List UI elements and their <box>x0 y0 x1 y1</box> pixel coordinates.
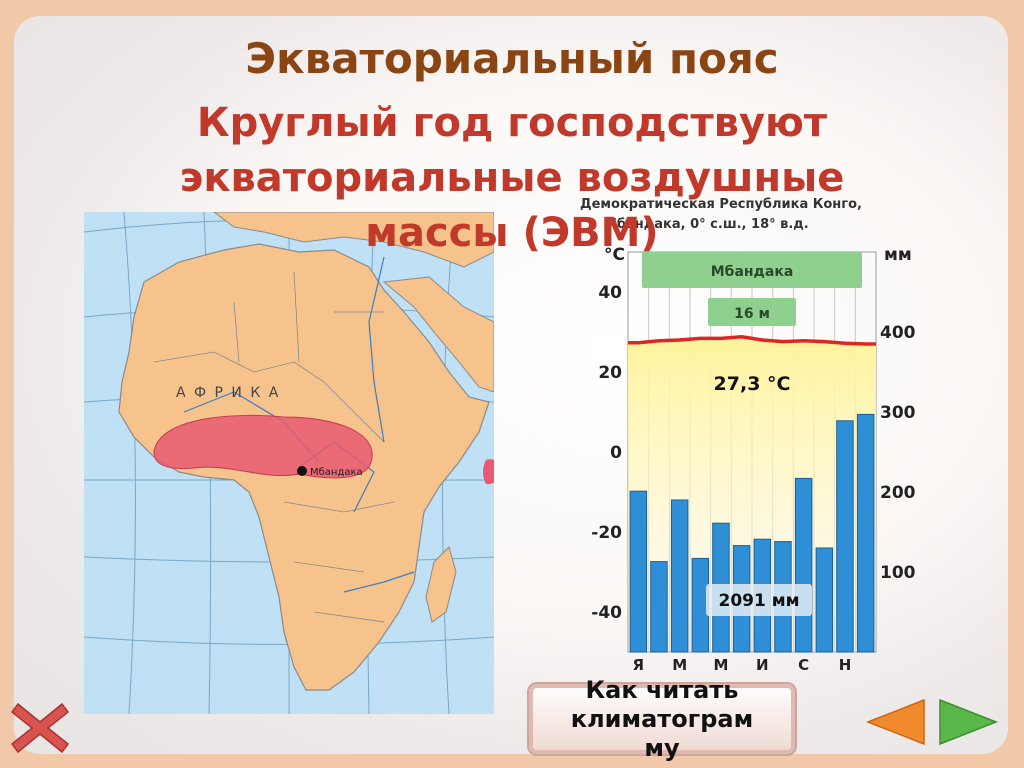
city-marker-mbandaka <box>297 466 307 476</box>
precipitation-bar <box>670 499 689 653</box>
europe-land <box>213 212 494 268</box>
annual-precipitation-label: 2091 мм <box>718 591 799 611</box>
month-tick-label: С <box>798 656 809 674</box>
close-icon[interactable] <box>10 700 70 756</box>
month-tick-label: И <box>756 656 769 674</box>
station-label-box <box>642 252 862 288</box>
station-label: Мбандака <box>711 264 794 280</box>
elevation-label: 16 м <box>734 306 770 322</box>
left-tick-label: 20 <box>598 363 622 383</box>
chart-title: Демократическая Республика Конго, <box>580 197 862 212</box>
annual-precipitation-box <box>706 584 812 616</box>
precipitation-bar <box>856 413 875 653</box>
subtitle-line-3: массы (ЭВМ) <box>365 210 659 256</box>
left-tick-label: 0 <box>610 443 622 463</box>
equatorial-belt-zone <box>153 414 373 479</box>
climatogram-chart: Демократическая Республика Конго, Мбанда… <box>580 197 916 674</box>
city-label: Мбандака <box>310 467 363 478</box>
africa-map: Мбандака А Ф Р И К А <box>84 212 494 714</box>
precipitation-bar <box>650 561 668 653</box>
precipitation-bar <box>836 420 854 653</box>
temperature-line <box>628 335 876 346</box>
left-axis-unit: °С <box>604 245 625 265</box>
temperature-area <box>628 336 876 652</box>
subtitle-line-1: Круглый год господствуют <box>196 100 828 146</box>
right-tick-label: 100 <box>880 563 916 583</box>
madagascar-land <box>425 546 457 623</box>
chart-subtitle: Мбандака, 0° с.ш., 18° в.д. <box>604 217 809 232</box>
left-tick-label: 40 <box>598 283 622 303</box>
right-axis-unit: мм <box>884 245 912 265</box>
left-tick-label: -40 <box>591 603 622 623</box>
how-to-read-climatogram-label: Как читать климатограм му <box>570 675 754 762</box>
how-to-read-climatogram-button[interactable]: Как читать климатограм му <box>527 676 797 762</box>
right-tick-label: 400 <box>880 323 916 343</box>
precipitation-bar <box>629 490 648 653</box>
left-tick-label: -20 <box>591 523 622 543</box>
mean-temperature-label: 27,3 °С <box>714 373 791 395</box>
subtitle-line-2: экваториальные воздушные <box>179 155 845 201</box>
precipitation-bar <box>794 477 813 653</box>
continent-label: А Ф Р И К А <box>176 385 280 401</box>
month-tick-label: М <box>672 656 687 674</box>
right-tick-label: 300 <box>880 403 916 423</box>
right-tick-label: 200 <box>880 483 916 503</box>
month-tick-label: Н <box>839 656 852 674</box>
month-tick-label: М <box>714 656 729 674</box>
precipitation-bar <box>815 547 834 653</box>
slide-title: Экваториальный пояс <box>245 34 779 83</box>
previous-arrow-icon[interactable] <box>866 698 926 746</box>
equatorial-belt-zone-east <box>483 459 494 485</box>
month-tick-label: Я <box>633 656 645 674</box>
next-arrow-icon[interactable] <box>938 698 998 746</box>
arabia-land <box>382 276 494 393</box>
country-borders <box>153 271 395 623</box>
elevation-label-box <box>708 298 796 326</box>
